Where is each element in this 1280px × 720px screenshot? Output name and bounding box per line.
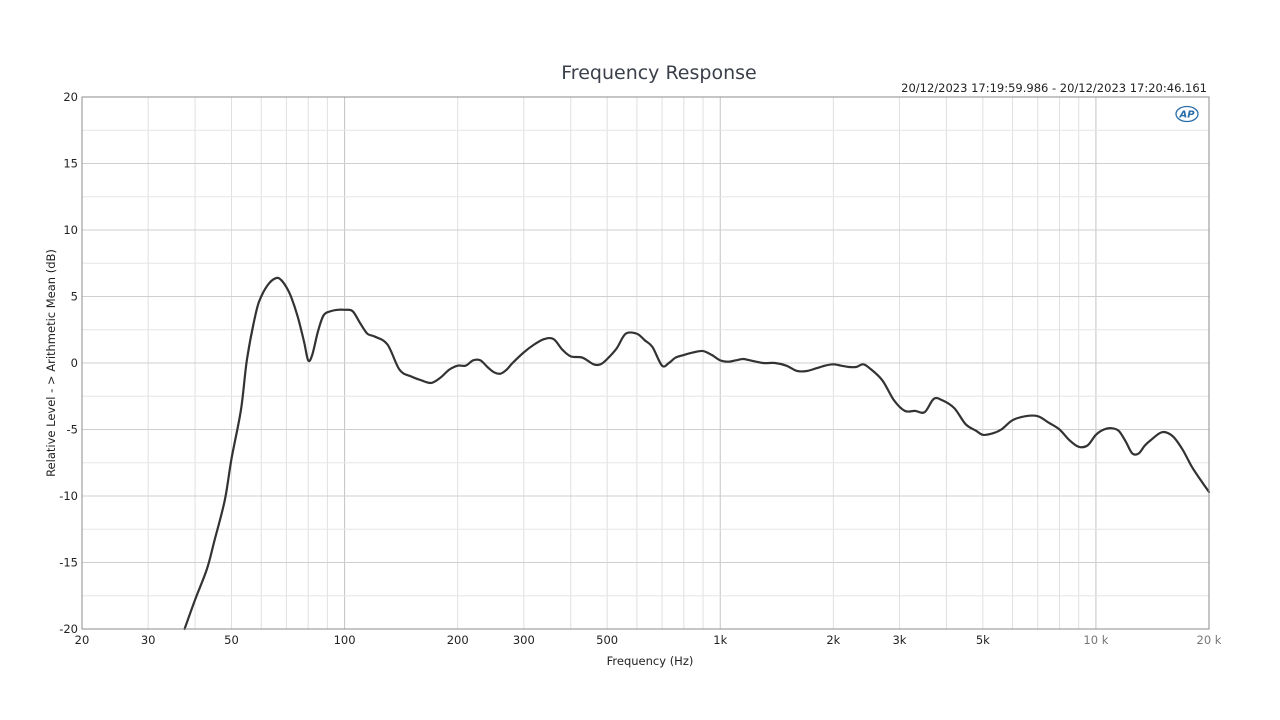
x-tick-label: 10 k bbox=[1083, 633, 1108, 647]
x-tick-label: 3k bbox=[892, 633, 906, 647]
y-tick-label: -20 bbox=[59, 622, 78, 636]
y-tick-label: -15 bbox=[59, 556, 78, 570]
y-tick-label: 20 bbox=[63, 90, 78, 104]
y-tick-label: 15 bbox=[63, 157, 78, 171]
x-tick-label: 30 bbox=[141, 633, 156, 647]
x-tick-label: 20 bbox=[75, 633, 90, 647]
x-tick-label: 2k bbox=[826, 633, 840, 647]
x-tick-label: 50 bbox=[224, 633, 239, 647]
x-tick-label: 300 bbox=[513, 633, 535, 647]
ap-logo-text: AP bbox=[1178, 110, 1195, 121]
timestamp-range: 20/12/2023 17:19:59.986 - 20/12/2023 17:… bbox=[901, 81, 1207, 95]
y-tick-label: -10 bbox=[59, 489, 78, 503]
y-tick-label: 0 bbox=[71, 356, 78, 370]
x-tick-label: 1k bbox=[713, 633, 727, 647]
x-tick-label: 200 bbox=[447, 633, 469, 647]
x-tick-label: 5k bbox=[976, 633, 990, 647]
x-tick-label: 20 k bbox=[1197, 633, 1222, 647]
plot-frame bbox=[81, 96, 1210, 630]
x-tick-label: 500 bbox=[596, 633, 618, 647]
y-tick-label: -5 bbox=[67, 423, 78, 437]
series-layer bbox=[183, 276, 1211, 631]
ap-logo: AP bbox=[1175, 105, 1199, 123]
y-tick-label: 10 bbox=[63, 223, 78, 237]
series-line bbox=[183, 276, 1211, 631]
x-tick-label: 100 bbox=[334, 633, 356, 647]
ap-logo-ring bbox=[1175, 105, 1199, 123]
chart-title: Frequency Response bbox=[561, 62, 756, 84]
tick-labels: 20 30 50 100 200 300 500 1k 2k 3k 5k 10 k 20 k201510… bbox=[59, 90, 1222, 647]
y-axis-label: Relative Level - > Arithmetic Mean (dB) bbox=[44, 249, 58, 477]
grid-layer bbox=[82, 97, 1209, 629]
y-tick-label: 5 bbox=[71, 290, 78, 304]
x-axis-label: Frequency (Hz) bbox=[607, 654, 694, 668]
